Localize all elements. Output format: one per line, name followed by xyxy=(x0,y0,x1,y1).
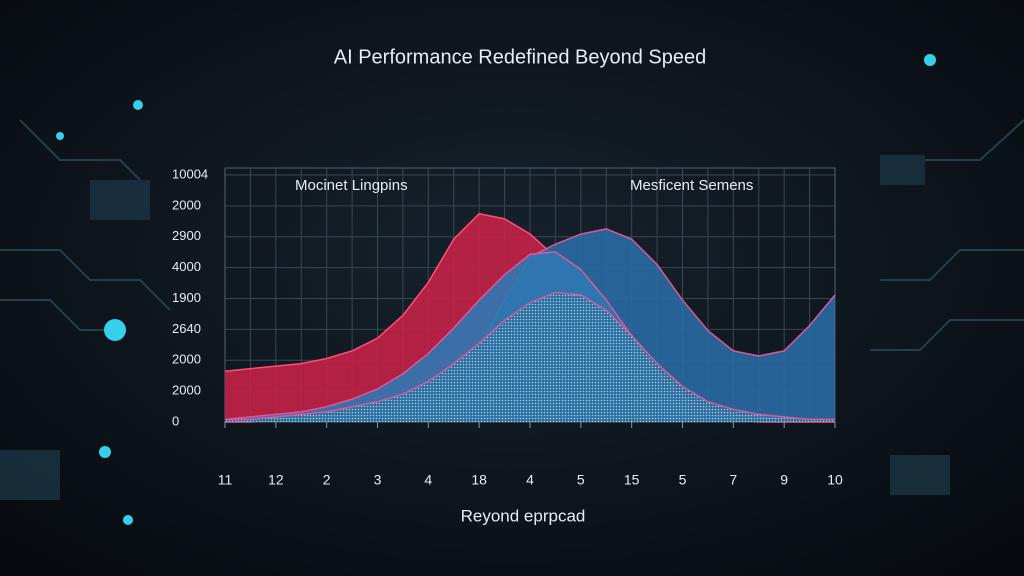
y-tick-label: 2000 xyxy=(172,352,201,367)
x-axis-title: Reyond eprpcad xyxy=(461,506,586,525)
annotation: Mocinet Lingpins xyxy=(295,177,408,194)
glow-dots xyxy=(56,54,936,525)
circuit-decoration xyxy=(0,119,1024,500)
x-tick-label: 4 xyxy=(424,472,432,488)
x-tick-label: 4 xyxy=(526,472,534,488)
x-tick-label: 7 xyxy=(729,472,737,488)
x-tick-label: 12 xyxy=(268,472,284,488)
y-tick-label: 2900 xyxy=(172,228,201,243)
x-tick-label: 11 xyxy=(218,472,233,488)
y-tick-label: 2000 xyxy=(172,197,201,212)
x-tick-label: 18 xyxy=(471,472,487,488)
x-tick-label: 5 xyxy=(679,472,687,488)
x-tick-label: 9 xyxy=(780,472,788,488)
x-tick-label: 15 xyxy=(624,472,640,488)
y-tick-label: 4000 xyxy=(172,259,201,274)
annotation: Mesficent Semens xyxy=(630,177,753,194)
area-fill xyxy=(225,292,835,422)
plot-area: 10004 2000 2900 4000 1900 2640 2000 2000 0 11 12 2 3… xyxy=(172,166,843,487)
x-tick-label: 3 xyxy=(374,472,382,488)
y-tick-label: 10004 xyxy=(172,166,208,181)
y-tick-label: 1900 xyxy=(172,290,201,305)
y-tick-label: 2000 xyxy=(172,383,201,398)
y-tick-label: 0 xyxy=(172,413,179,428)
x-tick-label: 2 xyxy=(323,472,331,488)
y-tick-label: 2640 xyxy=(172,321,201,336)
x-tick-label: 5 xyxy=(577,472,585,488)
chart-title: AI Performance Redefined Beyond Speed xyxy=(334,46,706,68)
x-tick-label: 10 xyxy=(827,472,843,488)
area-line xyxy=(225,291,835,421)
